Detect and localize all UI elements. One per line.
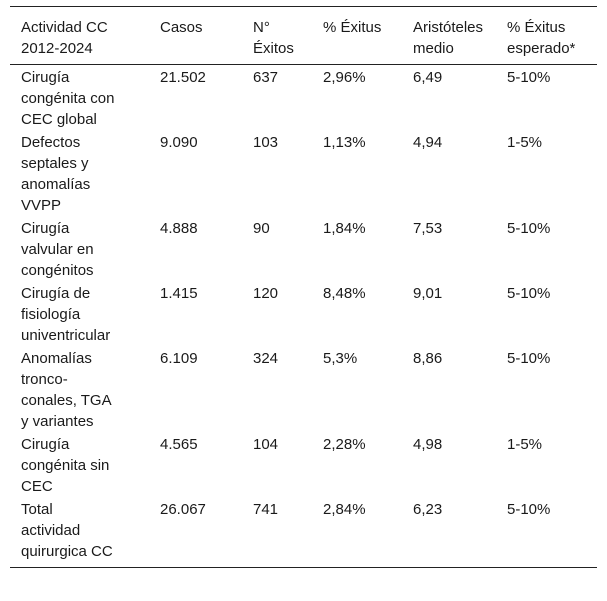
table-cell: 8,86 xyxy=(413,350,443,367)
table-cell: 5-10% xyxy=(507,285,551,302)
table-row: Cirugía valvular en congénitos 4.888 90 1,8… xyxy=(10,216,597,281)
table-cell: Total actividad quirurgica CC xyxy=(21,501,113,560)
table-cell: 637 xyxy=(253,69,279,86)
data-table: Actividad CC 2012-2024 Casos N° Éxitos % Éx… xyxy=(10,6,597,568)
table-cell: 2,96% xyxy=(323,69,366,86)
table-body: Cirugía congénita con CEC global 21.502 63… xyxy=(10,65,597,568)
table-row: Cirugía congénita con CEC global 21.502 63… xyxy=(10,65,597,131)
table-cell: 1-5% xyxy=(507,436,543,453)
table-cell: 6,23 xyxy=(413,501,443,518)
table-cell: 21.502 xyxy=(160,69,206,86)
table-cell: 2,84% xyxy=(323,501,366,518)
table-cell: 5-10% xyxy=(507,69,551,86)
header-cell: % Éxitus xyxy=(323,19,382,36)
table-cell: Defectos septales y anomalías VVPP xyxy=(21,134,91,214)
header-cell: N° Éxitos xyxy=(253,19,294,57)
table-cell: 120 xyxy=(253,285,279,302)
table-cell: 9,01 xyxy=(413,285,443,302)
table-cell: 104 xyxy=(253,436,279,453)
table-cell: Cirugía de fisiología univentricular xyxy=(21,285,111,344)
table-cell: 1,13% xyxy=(323,134,366,151)
header-cell: Aristóteles medio xyxy=(413,19,484,57)
table-cell: 741 xyxy=(253,501,279,518)
table-cell: 90 xyxy=(253,220,270,237)
table-cell: 6.109 xyxy=(160,350,198,367)
table-cell: 5-10% xyxy=(507,501,551,518)
table-cell: 324 xyxy=(253,350,279,367)
table-cell: Cirugía congénita sin CEC xyxy=(21,436,110,495)
table-cell: 4.888 xyxy=(160,220,198,237)
table-cell: 7,53 xyxy=(413,220,443,237)
table-cell: 4.565 xyxy=(160,436,198,453)
table-cell: 8,48% xyxy=(323,285,366,302)
table-cell: 4,98 xyxy=(413,436,443,453)
header-cell: % Éxitus esperado* xyxy=(507,19,576,57)
table-cell: 26.067 xyxy=(160,501,206,518)
table-cell: 5-10% xyxy=(507,220,551,237)
table-cell: 9.090 xyxy=(160,134,198,151)
table-cell: 5-10% xyxy=(507,350,551,367)
table-row: Defectos septales y anomalías VVPP 9.090 1… xyxy=(10,130,597,216)
table-cell: 2,28% xyxy=(323,436,366,453)
table-cell: 1,84% xyxy=(323,220,366,237)
table-cell: 6,49 xyxy=(413,69,443,86)
table-cell: 5,3% xyxy=(323,350,358,367)
table-cell: 4,94 xyxy=(413,134,443,151)
table-row: Total actividad quirurgica CC 26.067 741 2,… xyxy=(10,497,597,568)
table-cell: 1.415 xyxy=(160,285,198,302)
table-cell: 1-5% xyxy=(507,134,543,151)
header-cell: Casos xyxy=(160,19,203,36)
table-cell: 103 xyxy=(253,134,279,151)
header-row: Actividad CC 2012-2024 Casos N° Éxitos % Éx… xyxy=(10,6,597,65)
table-cell: Cirugía congénita con CEC global xyxy=(21,69,115,128)
header-cell: Actividad CC 2012-2024 xyxy=(21,19,108,57)
table-cell: Anomalías tronco-conales, TGA y variante… xyxy=(21,350,111,430)
table-header: Actividad CC 2012-2024 Casos N° Éxitos % Éx… xyxy=(10,6,597,65)
table-row: Cirugía congénita sin CEC 4.565 104 2,28% 4,… xyxy=(10,432,597,497)
table-row: Cirugía de fisiología univentricular 1.41… xyxy=(10,281,597,346)
table-cell: Cirugía valvular en congénitos xyxy=(21,220,94,279)
table-row: Anomalías tronco-conales, TGA y variante… xyxy=(10,346,597,432)
